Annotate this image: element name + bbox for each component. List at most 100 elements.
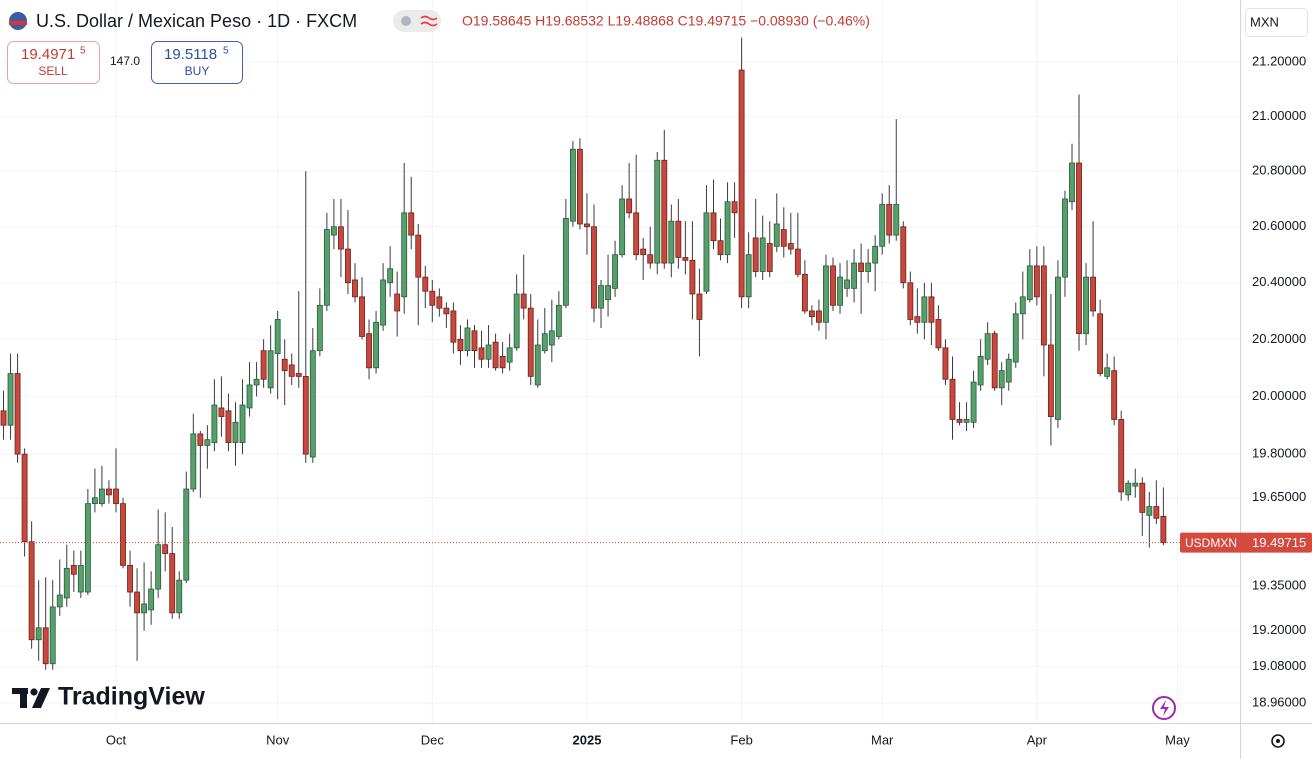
indicator-pill[interactable] — [393, 10, 441, 32]
candle-body — [253, 378, 260, 386]
x-tick-label: Oct — [106, 732, 127, 747]
candle-body — [260, 350, 267, 380]
candle-body — [14, 373, 21, 455]
candle-body — [872, 245, 879, 264]
candle-body — [56, 594, 63, 608]
y-tick-label: 19.80000 — [1252, 446, 1306, 461]
candle-body — [991, 333, 998, 389]
candle-body — [759, 237, 766, 272]
candle-body — [942, 347, 949, 380]
candle-body — [464, 327, 471, 352]
candle-body — [190, 433, 197, 490]
candle-body — [169, 553, 176, 614]
symbol-title: U.S. Dollar / Mexican Peso · 1D · FXCM — [36, 11, 357, 31]
sell-price: 19.4971 — [21, 46, 75, 63]
pill-icon — [401, 16, 411, 26]
logo-text: TradingView — [58, 683, 205, 711]
candle-body — [450, 310, 457, 343]
candle-body — [337, 226, 344, 250]
candle-body — [520, 293, 527, 309]
candle-body — [485, 344, 492, 360]
candle-body — [232, 421, 239, 443]
candle-body — [766, 243, 773, 272]
candle-body — [1153, 506, 1160, 519]
flag-stripe — [9, 21, 27, 25]
candle-body — [956, 419, 963, 423]
candle-body — [1062, 198, 1068, 278]
candle-body — [422, 276, 429, 292]
candle-body — [605, 285, 611, 301]
candle-body — [1146, 506, 1153, 516]
candle-body — [794, 248, 801, 275]
candle-body — [176, 579, 183, 614]
candle-body — [801, 273, 808, 312]
candle-body — [1019, 296, 1026, 315]
candle-body — [527, 307, 534, 377]
candle-body — [1160, 515, 1167, 544]
candle-body — [808, 310, 815, 318]
candle-body — [120, 503, 126, 566]
candle-body — [1104, 367, 1111, 377]
last-price-symbol: USDMXN — [1185, 536, 1237, 550]
candle-body — [35, 627, 42, 641]
candle-body — [1055, 276, 1061, 420]
candle-body — [787, 243, 794, 250]
candle-body — [155, 544, 162, 590]
alert-bolt — [1160, 700, 1169, 716]
candle-body — [949, 378, 956, 420]
candle-body — [134, 591, 141, 614]
candle-body — [717, 240, 724, 256]
candle-body — [780, 229, 787, 247]
currency-button[interactable] — [1245, 8, 1308, 37]
candle-body — [668, 220, 675, 264]
candle-body — [1040, 265, 1047, 346]
candle-body — [197, 433, 204, 446]
candle-body — [98, 488, 105, 505]
candle-body — [506, 347, 513, 363]
candle-body — [246, 384, 253, 409]
candle-body — [443, 307, 450, 315]
candle-body — [562, 217, 569, 306]
candle-body — [893, 204, 900, 236]
candle-body — [7, 373, 14, 426]
candle-body — [1090, 276, 1097, 312]
candle-body — [1139, 482, 1146, 513]
buy-button[interactable] — [151, 41, 243, 84]
logo-mark — [12, 688, 50, 708]
y-tick-label: 19.65000 — [1252, 489, 1306, 504]
candle-body — [70, 564, 77, 575]
y-tick-label: 19.20000 — [1252, 622, 1306, 637]
sell-button[interactable] — [7, 41, 100, 84]
candle-body — [373, 321, 380, 369]
candle-body — [471, 330, 478, 352]
candle-body — [204, 439, 211, 446]
candle-body — [591, 226, 597, 309]
y-tick-label: 18.96000 — [1252, 694, 1306, 709]
candle-body — [710, 212, 717, 242]
x-tick-label: May — [1165, 732, 1190, 747]
candle-body — [1069, 162, 1075, 203]
candle-body — [84, 503, 91, 593]
candle-body — [886, 204, 893, 236]
candle-body — [1083, 276, 1089, 335]
candle-body — [675, 220, 682, 258]
candle-body — [281, 358, 288, 372]
candle-body — [394, 293, 401, 312]
candle-body — [1125, 482, 1132, 496]
candle-body — [569, 148, 576, 222]
candle-body — [148, 588, 155, 611]
candle-body — [548, 330, 555, 346]
candle-body — [28, 541, 35, 641]
sell-pip: 5 — [80, 46, 86, 57]
candle-body — [963, 419, 970, 423]
candle-body — [42, 627, 49, 665]
settings-icon[interactable] — [1271, 734, 1285, 748]
candle-body — [162, 544, 169, 554]
candle-body — [534, 344, 541, 386]
candle-body — [366, 333, 372, 369]
candle-body — [323, 229, 330, 306]
alert-icon[interactable] — [1152, 696, 1176, 720]
candle-body — [1033, 265, 1040, 298]
candle-body — [696, 293, 703, 320]
candle-body — [577, 148, 583, 225]
